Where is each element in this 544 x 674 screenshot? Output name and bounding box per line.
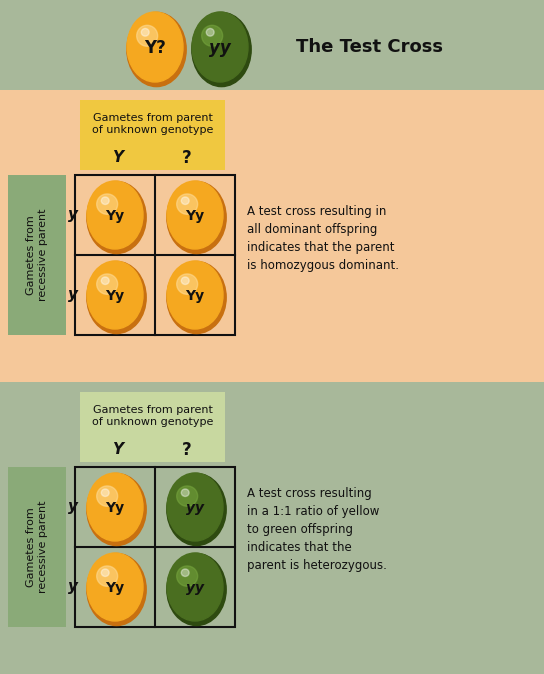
Ellipse shape: [101, 277, 109, 284]
Ellipse shape: [101, 197, 109, 204]
Ellipse shape: [206, 28, 214, 36]
FancyBboxPatch shape: [8, 175, 66, 335]
FancyBboxPatch shape: [0, 382, 544, 674]
Ellipse shape: [167, 181, 226, 253]
Text: yy: yy: [209, 39, 231, 57]
FancyBboxPatch shape: [0, 0, 544, 90]
Ellipse shape: [177, 274, 197, 295]
Text: Yy: Yy: [186, 289, 205, 303]
Text: y: y: [68, 288, 78, 303]
FancyBboxPatch shape: [8, 467, 66, 627]
FancyBboxPatch shape: [80, 392, 225, 462]
Ellipse shape: [87, 473, 146, 545]
Text: ?: ?: [182, 149, 192, 167]
Ellipse shape: [87, 261, 143, 329]
Ellipse shape: [97, 566, 118, 586]
Ellipse shape: [127, 12, 183, 82]
Ellipse shape: [127, 12, 186, 86]
Ellipse shape: [87, 181, 146, 253]
Ellipse shape: [167, 262, 226, 334]
Ellipse shape: [167, 553, 226, 625]
Ellipse shape: [192, 12, 248, 82]
Ellipse shape: [177, 486, 197, 506]
Ellipse shape: [167, 181, 223, 249]
Text: yy: yy: [186, 581, 204, 595]
Text: Yy: Yy: [106, 581, 125, 595]
Ellipse shape: [97, 274, 118, 295]
Ellipse shape: [87, 553, 146, 625]
Text: Y: Y: [113, 443, 123, 458]
Ellipse shape: [87, 553, 143, 621]
Ellipse shape: [87, 181, 143, 249]
Text: yy: yy: [186, 501, 204, 515]
Text: The Test Cross: The Test Cross: [296, 38, 443, 56]
Ellipse shape: [181, 489, 189, 497]
Text: y: y: [68, 499, 78, 514]
Ellipse shape: [137, 26, 158, 47]
Text: Gametes from
recessive parent: Gametes from recessive parent: [26, 209, 48, 301]
Text: y: y: [68, 580, 78, 594]
FancyBboxPatch shape: [80, 100, 225, 170]
Ellipse shape: [202, 26, 222, 47]
Ellipse shape: [101, 489, 109, 497]
Ellipse shape: [167, 473, 223, 541]
Text: Yy: Yy: [106, 501, 125, 515]
Text: Gametes from parent
of unknown genotype: Gametes from parent of unknown genotype: [92, 113, 213, 135]
Text: Yy: Yy: [106, 289, 125, 303]
Ellipse shape: [87, 473, 143, 541]
Ellipse shape: [181, 197, 189, 204]
Ellipse shape: [141, 28, 149, 36]
Ellipse shape: [181, 277, 189, 284]
Text: ?: ?: [182, 441, 192, 459]
Text: Y?: Y?: [144, 39, 166, 57]
Text: A test cross resulting in
all dominant offspring
indicates that the parent
is ho: A test cross resulting in all dominant o…: [247, 205, 399, 272]
Text: Yy: Yy: [106, 209, 125, 223]
Ellipse shape: [177, 194, 197, 214]
Ellipse shape: [167, 261, 223, 329]
Ellipse shape: [192, 12, 251, 86]
Ellipse shape: [167, 473, 226, 545]
Text: y: y: [68, 208, 78, 222]
Text: Yy: Yy: [186, 209, 205, 223]
Ellipse shape: [101, 569, 109, 576]
Text: Gametes from
recessive parent: Gametes from recessive parent: [26, 501, 48, 593]
Ellipse shape: [87, 262, 146, 334]
Text: Gametes from parent
of unknown genotype: Gametes from parent of unknown genotype: [92, 405, 213, 427]
Ellipse shape: [97, 194, 118, 214]
FancyBboxPatch shape: [0, 90, 544, 382]
Ellipse shape: [177, 566, 197, 586]
Ellipse shape: [167, 553, 223, 621]
Text: A test cross resulting
in a 1:1 ratio of yellow
to green offspring
indicates tha: A test cross resulting in a 1:1 ratio of…: [247, 487, 387, 572]
Text: Y: Y: [113, 150, 123, 166]
Ellipse shape: [181, 569, 189, 576]
Ellipse shape: [97, 486, 118, 506]
